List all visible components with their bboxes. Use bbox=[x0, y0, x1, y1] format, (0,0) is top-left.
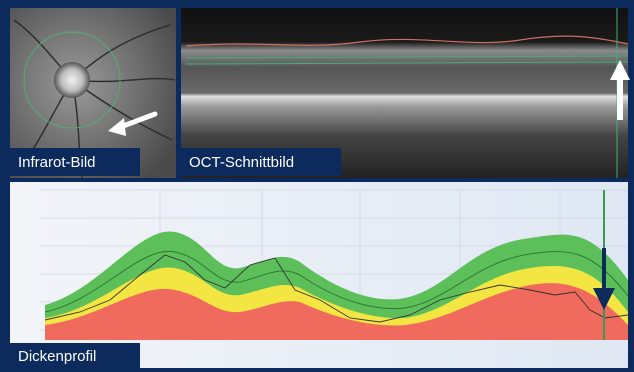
panel-label: OCT-Schnittbild bbox=[189, 154, 294, 171]
thickness-profile bbox=[10, 182, 628, 368]
panel-label: Dickenprofil bbox=[18, 348, 96, 365]
figure: Infrarot-Bild OCT-Schnittbild Dickenprof… bbox=[0, 0, 634, 372]
panel-label: Infrarot-Bild bbox=[18, 154, 96, 171]
